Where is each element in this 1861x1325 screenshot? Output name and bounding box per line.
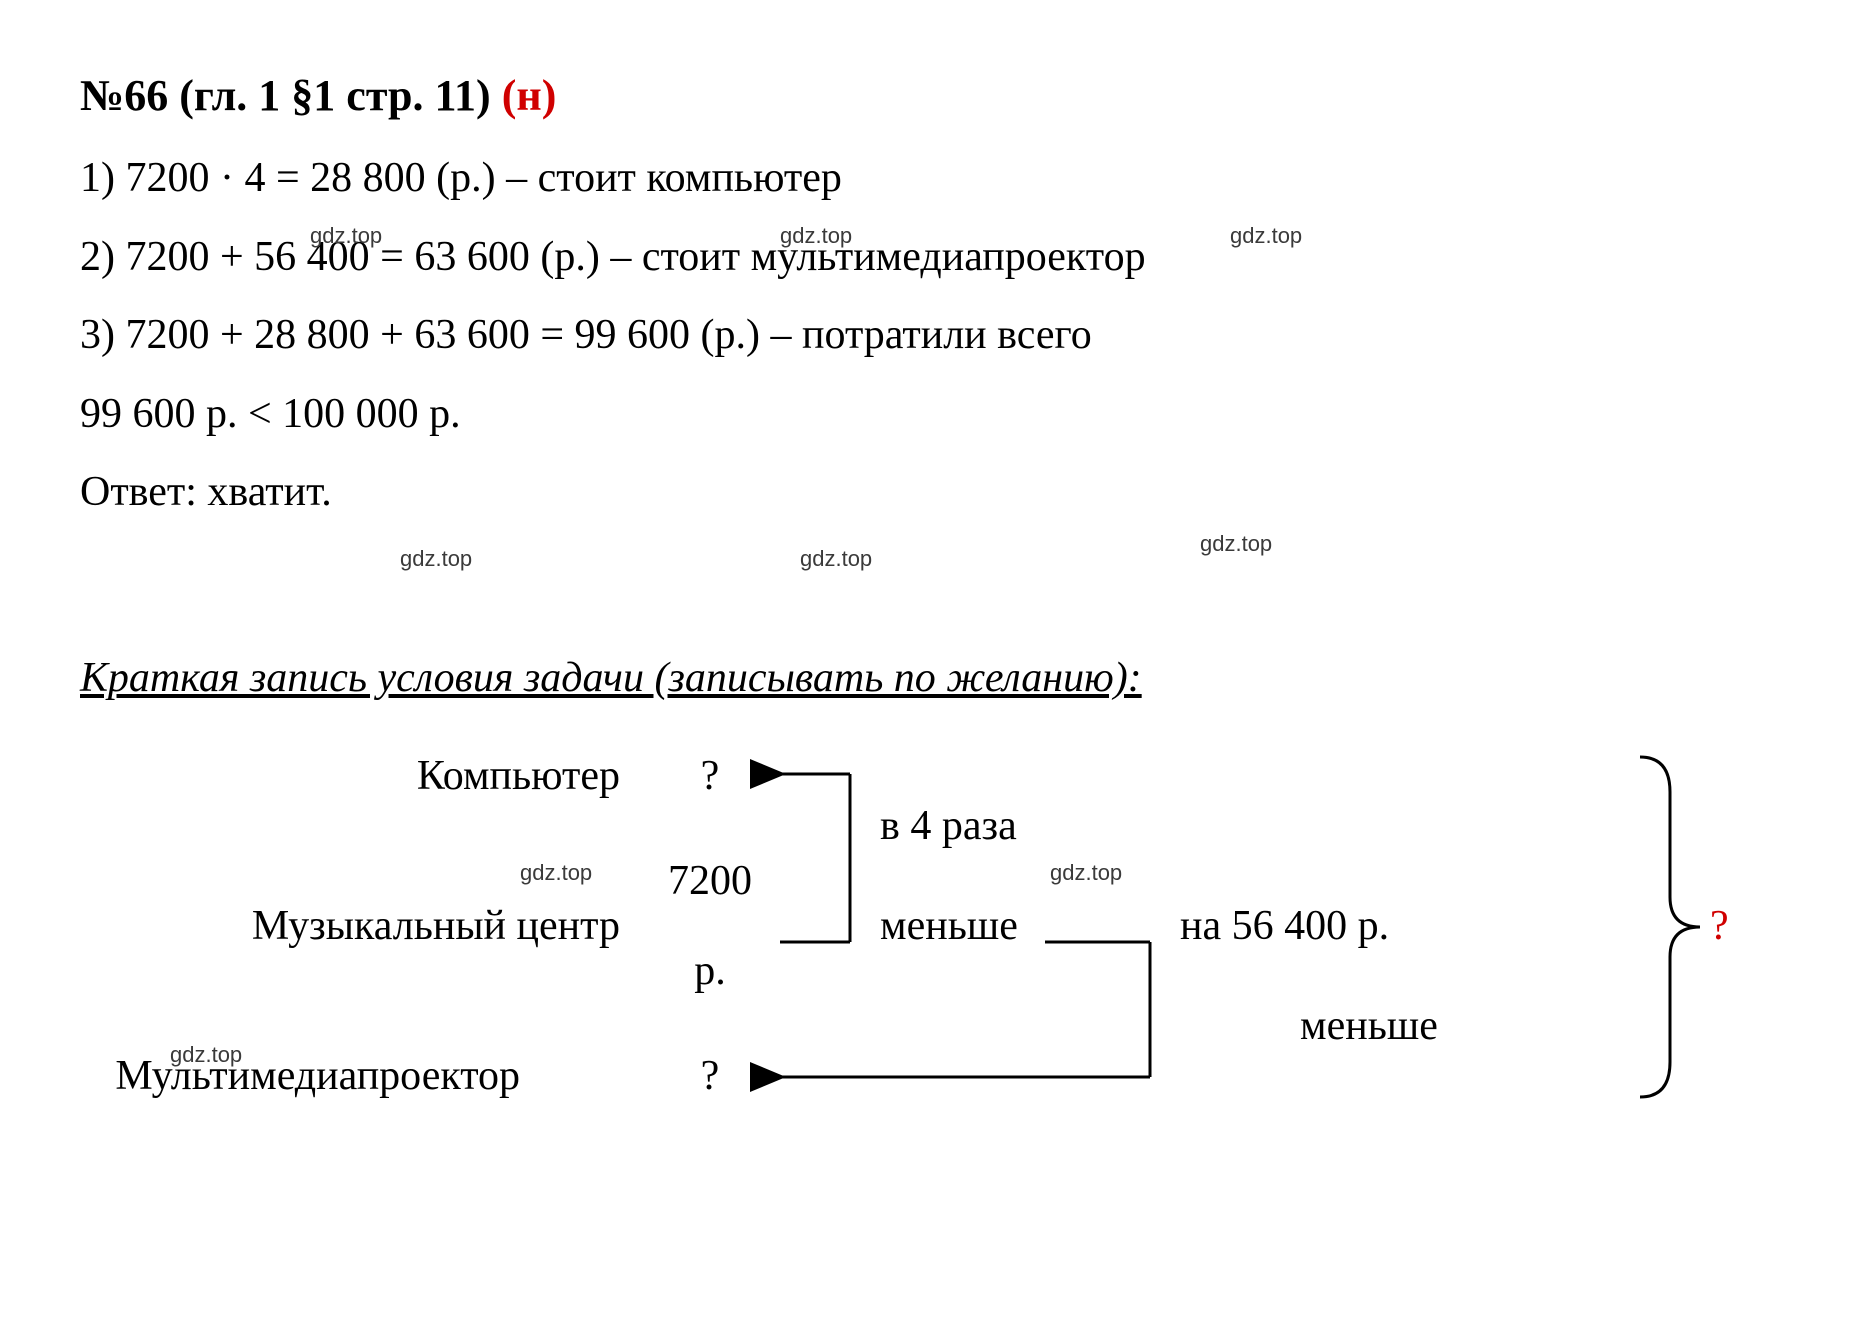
solution-line-1: 1) 7200 · 4 = 28 800 (р.) – стоит компью… (80, 151, 1781, 206)
watermark: gdz.top (780, 223, 852, 249)
title-prefix: №66 (гл. 1 §1 стр. 11) (80, 71, 502, 120)
solution-line-4: 99 600 р. < 100 000 р. (80, 387, 1781, 442)
page: №66 (гл. 1 §1 стр. 11) (н) 1) 7200 · 4 =… (0, 0, 1861, 1325)
watermark: gdz.top (400, 546, 472, 572)
answer-line: Ответ: хватит. (80, 465, 1781, 520)
problem-title: №66 (гл. 1 §1 стр. 11) (н) (80, 70, 1781, 121)
watermark: gdz.top (310, 223, 382, 249)
watermark: gdz.top (1230, 223, 1302, 249)
brief-record-heading: Краткая запись условия задачи (записыват… (80, 654, 1781, 702)
diagram-connectors (80, 732, 1780, 1152)
solution-block: 1) 7200 · 4 = 28 800 (р.) – стоит компью… (80, 151, 1781, 520)
watermark: gdz.top (800, 546, 872, 572)
solution-line-3: 3) 7200 + 28 800 + 63 600 = 99 600 (р.) … (80, 308, 1781, 363)
title-suffix: (н) (502, 71, 557, 120)
diagram: Компьютер Музыкальный центр Мультимедиап… (80, 732, 1780, 1152)
watermark: gdz.top (1200, 531, 1272, 557)
